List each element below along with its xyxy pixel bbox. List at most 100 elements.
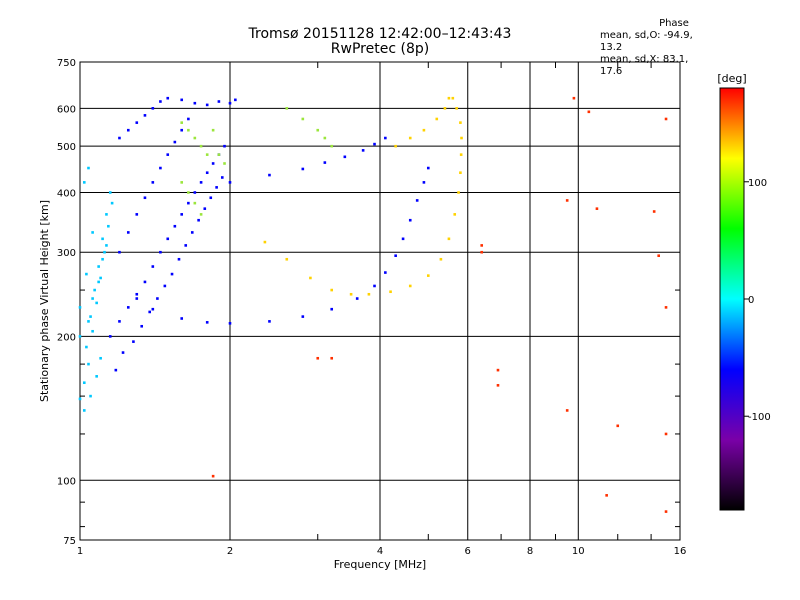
data-point: [211, 474, 215, 478]
data-point: [143, 280, 147, 284]
data-point: [193, 136, 197, 140]
data-point: [480, 250, 484, 254]
data-point: [103, 250, 106, 254]
data-point: [110, 201, 114, 205]
data-point: [211, 162, 215, 165]
data-point: [330, 288, 334, 292]
data-point: [664, 306, 668, 309]
data-point: [180, 317, 184, 320]
data-point: [107, 224, 110, 228]
data-point: [373, 284, 376, 288]
data-point: [228, 101, 232, 105]
colorbar-tick-label: -100: [748, 412, 771, 423]
data-point: [605, 494, 608, 497]
data-point: [451, 96, 455, 100]
data-point: [91, 231, 94, 234]
data-point: [616, 424, 620, 428]
data-point: [652, 210, 656, 213]
colorbar-tick-label: 100: [748, 178, 767, 189]
data-point: [180, 98, 184, 102]
data-point: [78, 397, 82, 401]
data-point: [426, 166, 430, 170]
x-tick-label: 4: [377, 546, 383, 557]
data-point: [99, 276, 102, 280]
data-point: [422, 181, 426, 184]
data-point: [408, 218, 412, 222]
data-point: [99, 356, 102, 360]
data-point: [156, 297, 159, 300]
chart-subtitle: RwPretec (8p): [330, 41, 430, 57]
data-point: [118, 250, 121, 254]
data-point: [143, 114, 147, 117]
data-point: [97, 280, 100, 284]
data-point: [203, 207, 207, 210]
x-tick-label: 2: [227, 546, 233, 557]
data-point: [180, 213, 184, 216]
data-point: [105, 213, 108, 216]
data-point: [87, 320, 90, 323]
data-point: [197, 218, 200, 222]
data-point: [323, 161, 327, 164]
data-point: [401, 237, 405, 241]
data-point: [316, 128, 320, 132]
data-point: [132, 340, 135, 343]
data-point: [85, 272, 88, 276]
x-tick-label: 8: [527, 546, 533, 557]
data-point: [87, 362, 90, 366]
data-point: [447, 96, 451, 100]
data-point: [163, 284, 167, 288]
data-point: [187, 191, 190, 194]
x-tick-label: 6: [465, 546, 471, 557]
data-point: [459, 121, 462, 124]
data-point: [199, 181, 203, 184]
data-point: [285, 107, 289, 110]
data-point: [97, 265, 100, 268]
data-point: [193, 191, 197, 194]
data-point: [190, 231, 194, 234]
y-tick-label: 750: [57, 58, 76, 69]
data-point: [93, 288, 96, 292]
phase-stats: Phase mean, sd,O: -94.9, 13.2 mean, sd,X…: [600, 18, 708, 78]
data-point: [268, 173, 271, 177]
data-point: [439, 257, 443, 261]
data-point: [220, 176, 224, 179]
data-point: [159, 166, 162, 170]
data-point: [199, 213, 203, 216]
data-point: [330, 356, 334, 360]
data-point: [572, 96, 576, 100]
data-point: [89, 315, 92, 318]
data-point: [126, 306, 130, 309]
data-point: [309, 276, 312, 280]
data-point: [447, 237, 451, 241]
y-tick-label: 300: [57, 248, 76, 259]
data-point: [205, 103, 209, 107]
data-point: [565, 199, 569, 202]
data-point: [170, 272, 174, 276]
data-point: [95, 301, 98, 305]
data-point: [460, 136, 463, 140]
data-point: [355, 297, 359, 300]
data-point: [187, 117, 190, 121]
data-point: [166, 153, 170, 156]
data-point: [108, 335, 112, 338]
data-point: [215, 186, 218, 189]
data-point: [151, 265, 155, 268]
data-point: [85, 345, 88, 349]
colorbar: [719, 87, 745, 511]
data-point: [664, 432, 668, 436]
data-point: [121, 351, 125, 354]
data-point: [184, 244, 188, 247]
x-tick-label: 1: [77, 546, 83, 557]
data-point: [166, 237, 170, 241]
data-point: [205, 321, 209, 324]
x-axis-label: Frequency [MHz]: [334, 558, 426, 571]
data-point: [496, 384, 500, 387]
data-point: [108, 191, 112, 194]
data-point: [361, 149, 365, 152]
data-point: [101, 237, 104, 241]
data-point: [193, 201, 197, 205]
data-point: [457, 191, 460, 194]
data-point: [234, 98, 237, 102]
phase-mean-x: mean, sd,X: 83.1, 17.6: [600, 54, 689, 77]
